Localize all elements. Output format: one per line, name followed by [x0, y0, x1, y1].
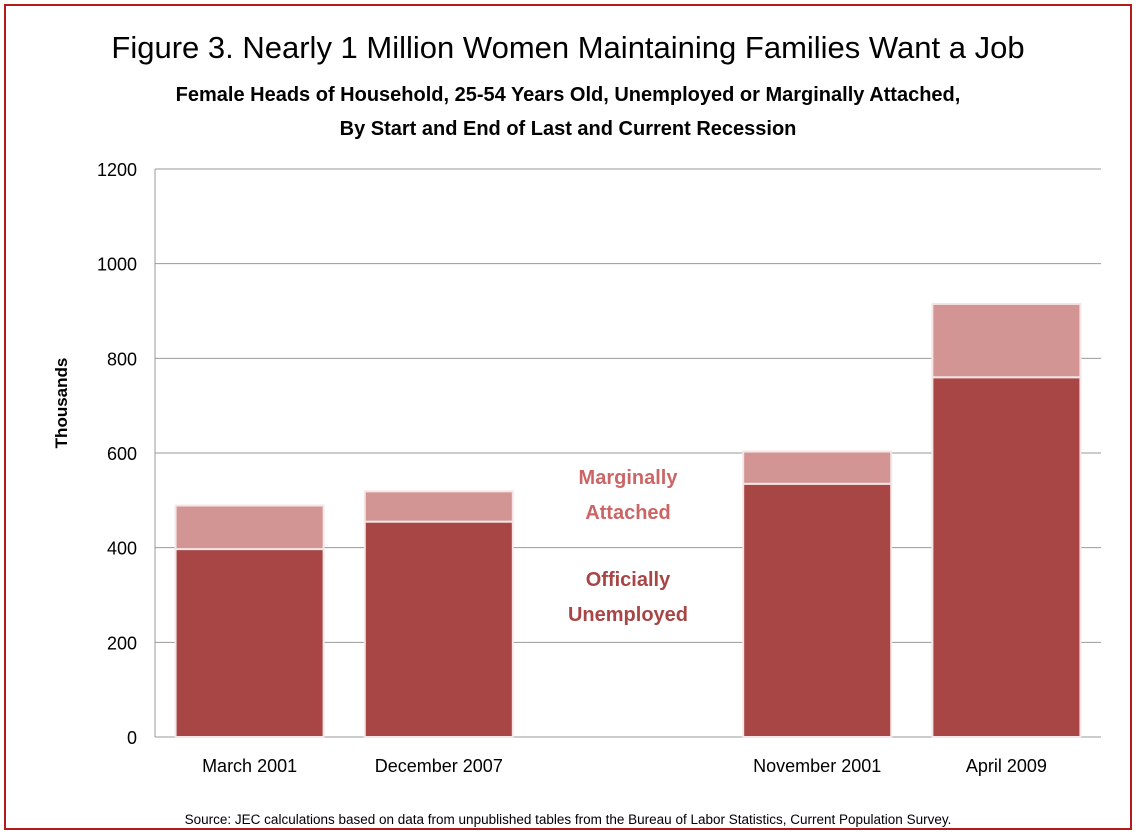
- y-tick-label: 400: [107, 539, 137, 559]
- bars: [174, 302, 1082, 739]
- y-tick-label: 1200: [97, 160, 137, 180]
- x-tick-label: March 2001: [202, 756, 297, 776]
- stacked-bar-chart: 0 200 400 600 800 1000 1200 Thousands March 2001…: [52, 160, 1101, 776]
- y-tick-label: 600: [107, 444, 137, 464]
- y-tick-label: 200: [107, 633, 137, 653]
- source-note: Source: JEC calculations based on data f…: [184, 812, 952, 827]
- y-axis-label: Thousands: [52, 358, 71, 449]
- y-tick-label: 1000: [97, 255, 137, 275]
- x-tick-label: December 2007: [375, 756, 503, 776]
- chart-subtitle-line-2: By Start and End of Last and Current Rec…: [339, 118, 797, 140]
- y-tick-label: 0: [127, 728, 137, 748]
- chart-title: Figure 3. Nearly 1 Million Women Maintai…: [111, 30, 1025, 65]
- annotation-officially-unemployed: Officially: [586, 569, 671, 591]
- bar-marginally-attached: [931, 302, 1082, 379]
- annotation-marginally-attached: Attached: [585, 502, 671, 524]
- bar-unemployed: [174, 548, 325, 738]
- x-tick-label: November 2001: [753, 756, 881, 776]
- y-tick-label: 800: [107, 349, 137, 369]
- bar-marginally-attached: [363, 490, 514, 523]
- bar-marginally-attached: [742, 450, 893, 485]
- bar-unemployed: [742, 482, 893, 738]
- chart-frame: Figure 3. Nearly 1 Million Women Maintai…: [4, 4, 1132, 830]
- bar-unemployed: [931, 376, 1082, 738]
- x-tick-label: April 2009: [966, 756, 1047, 776]
- chart-subtitle-line-1: Female Heads of Household, 25-54 Years O…: [175, 84, 961, 106]
- annotation-officially-unemployed: Unemployed: [568, 604, 688, 626]
- bar-unemployed: [363, 520, 514, 739]
- annotation-marginally-attached: Marginally: [579, 467, 679, 489]
- labels: 0 200 400 600 800 1000 1200 Thousands March 2001…: [52, 160, 1047, 776]
- bar-marginally-attached: [174, 504, 325, 551]
